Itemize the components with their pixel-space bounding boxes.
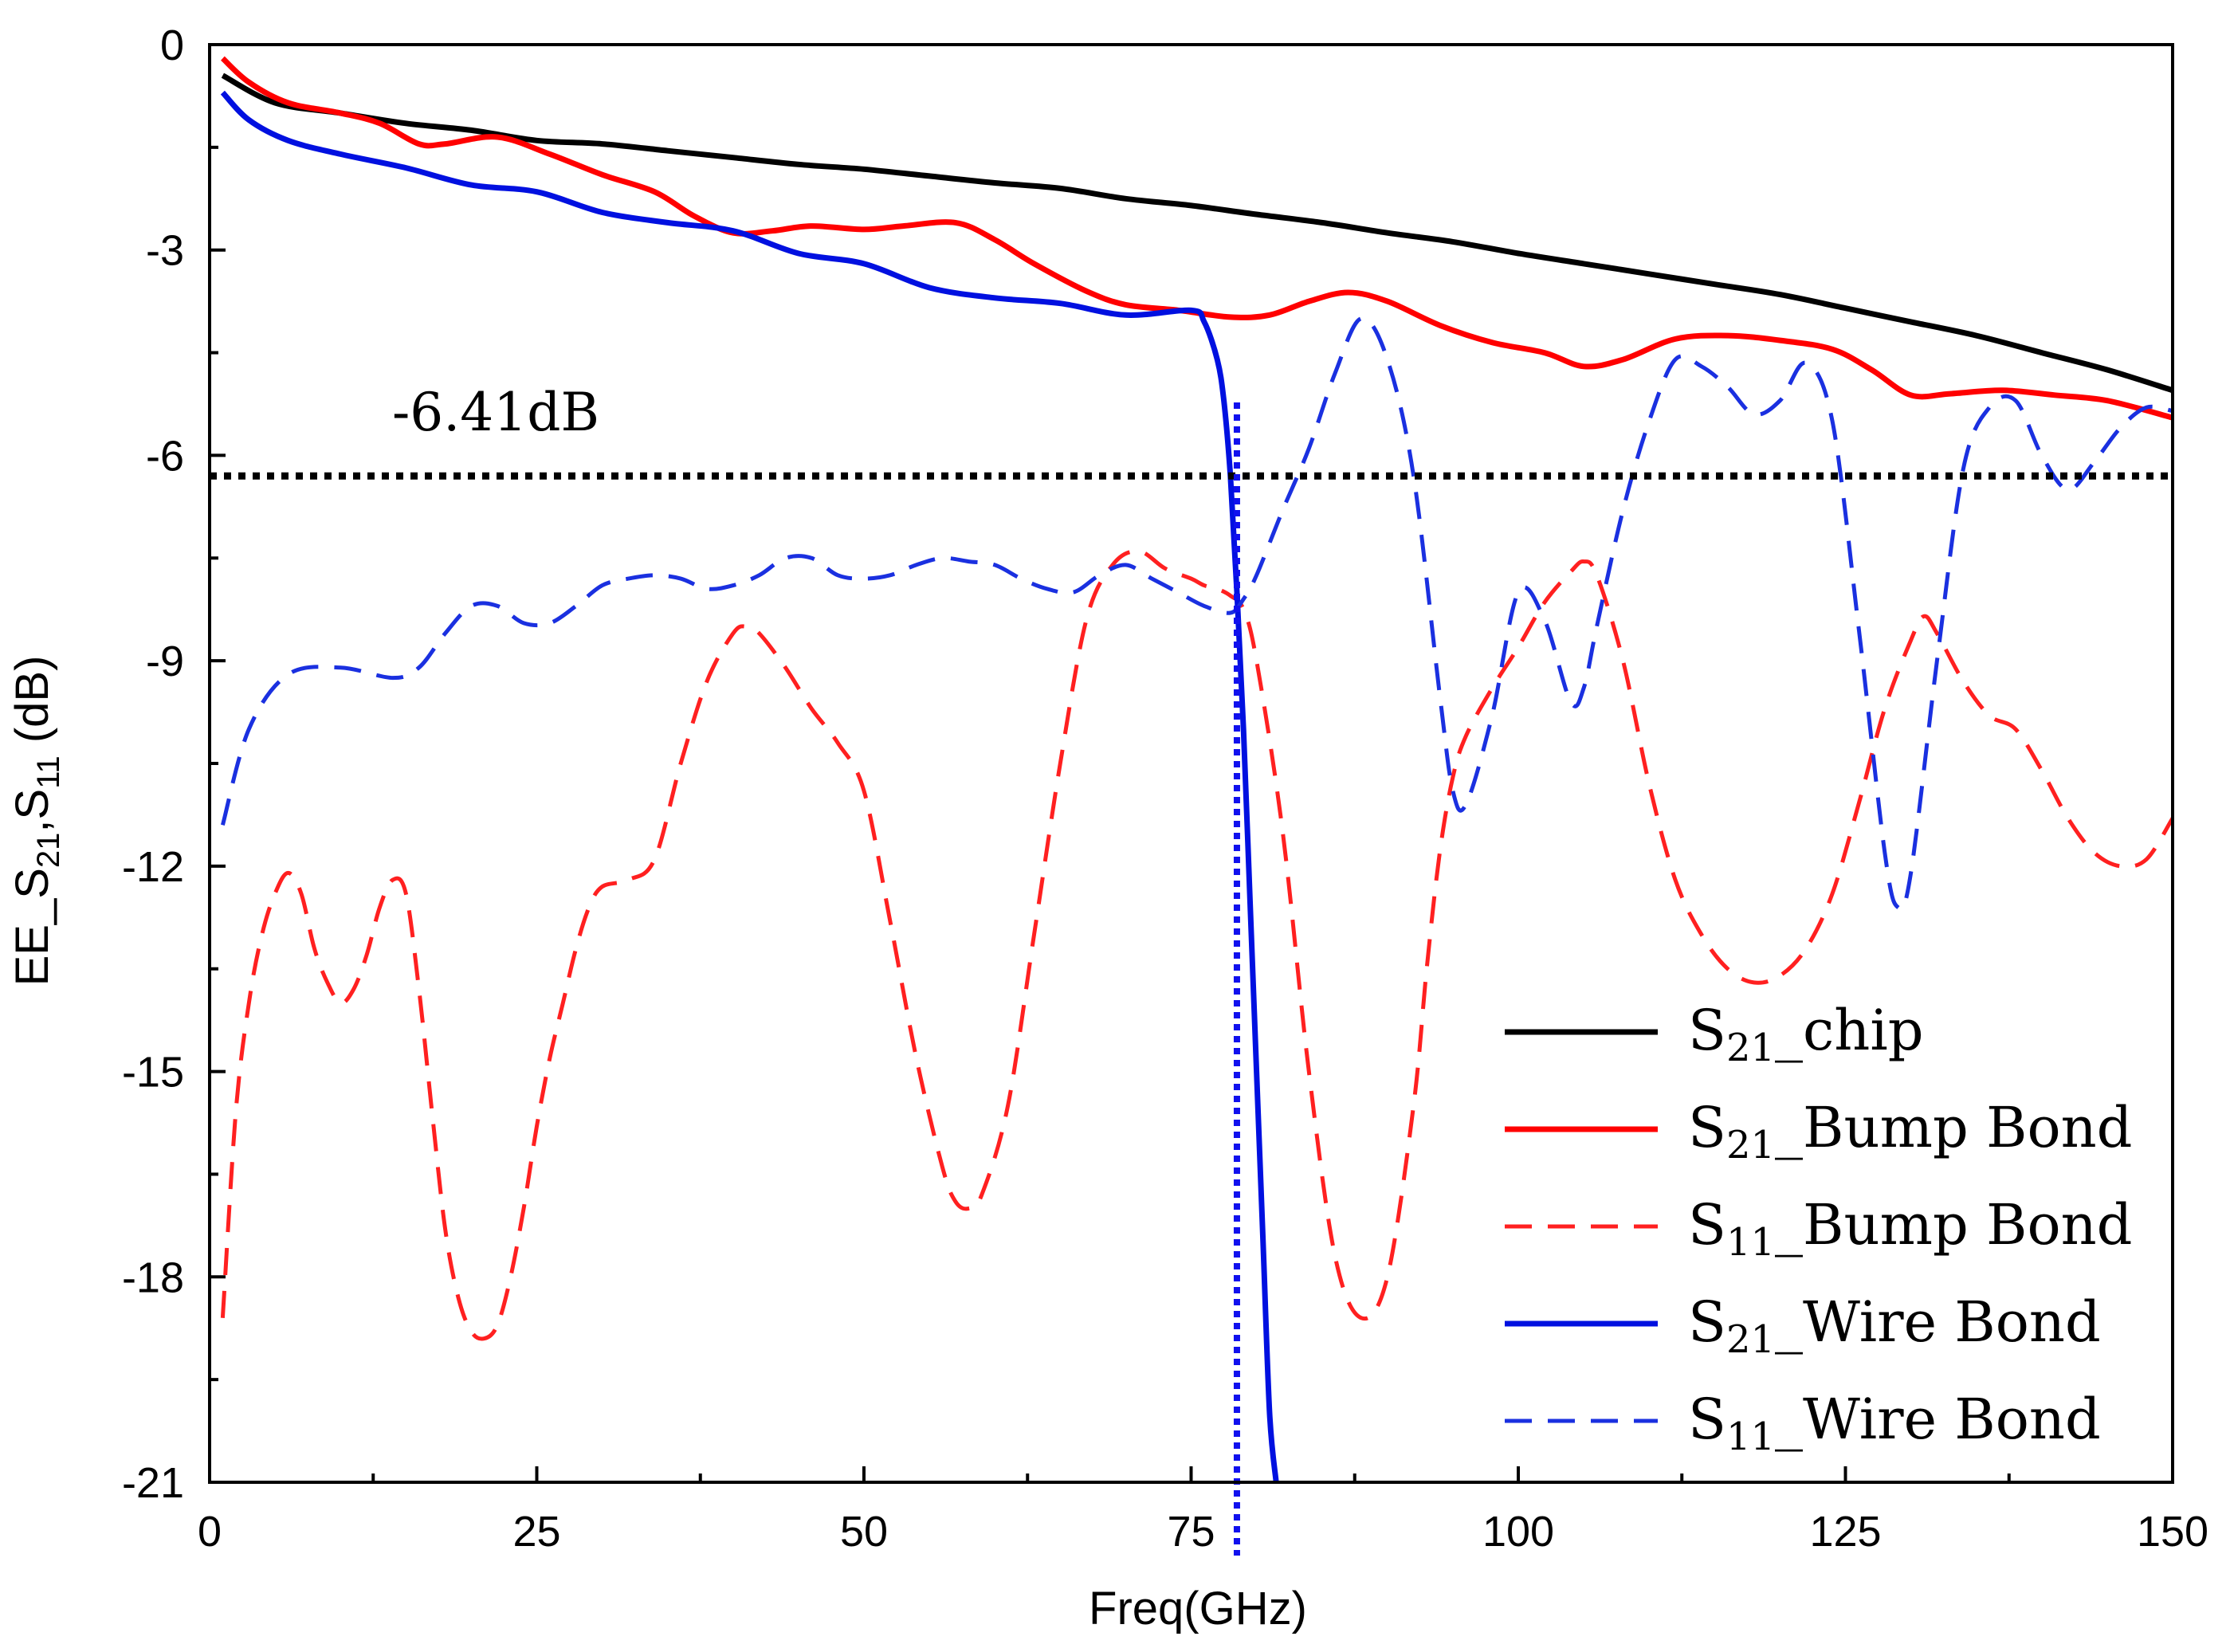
reference-line-label: -6.41dB (392, 382, 599, 443)
series-line-s11-bump-bond (220, 549, 2175, 1341)
legend-label-s11-wire-bond: S11_Wire Bond (1688, 1387, 2101, 1459)
x-tick-label: 150 (2137, 1508, 2208, 1556)
plot-border (208, 43, 2174, 1484)
y-axis-title: EE_S21,S11 (dB) (6, 656, 66, 987)
x-tick-label: 50 (840, 1508, 888, 1556)
series-line-s21-bump-bond (220, 56, 2173, 421)
y-tick-label: -18 (122, 1254, 184, 1301)
x-tick-label: 75 (1167, 1508, 1215, 1556)
x-tick-label: 25 (512, 1508, 560, 1556)
series-line-s11-wire-bond (220, 316, 2173, 912)
y-tick-label: -6 (146, 432, 184, 480)
y-axis: 0 -3 -6 -9 -12 -15 -18 -21 (122, 22, 226, 1507)
legend-label-s21-bump-bond: S21_Bump Bond (1688, 1095, 2132, 1167)
x-axis-title: Freq(GHz) (1089, 1583, 1307, 1634)
y-tick-label: -12 (122, 843, 184, 891)
x-tick-label: 100 (1482, 1508, 1554, 1556)
plot-frame (208, 43, 2174, 1484)
y-tick-label: -21 (122, 1459, 184, 1507)
legend: S21_chip S21_Bump Bond S11_Bump Bond S21_Wi… (1505, 998, 2132, 1459)
x-axis: 0 25 50 75 100 125 150 (198, 1466, 2208, 1556)
x-tick-label: 0 (198, 1508, 222, 1556)
legend-label-s21-chip: S21_chip (1688, 998, 1924, 1070)
series-line-s21-wire-bond (220, 90, 1279, 1483)
y-tick-label: 0 (160, 22, 184, 69)
series-line-s21-chip (221, 73, 2174, 394)
legend-label-s21-wire-bond: S21_Wire Bond (1688, 1289, 2101, 1362)
y-tick-label: -15 (122, 1049, 184, 1097)
legend-label-s11-bump-bond: S11_Bump Bond (1688, 1192, 2132, 1265)
y-tick-label: -9 (146, 638, 184, 685)
series-group (220, 56, 2175, 1483)
reference-lines (210, 402, 2173, 1556)
y-tick-label: -3 (146, 227, 184, 275)
x-tick-label: 125 (1809, 1508, 1881, 1556)
